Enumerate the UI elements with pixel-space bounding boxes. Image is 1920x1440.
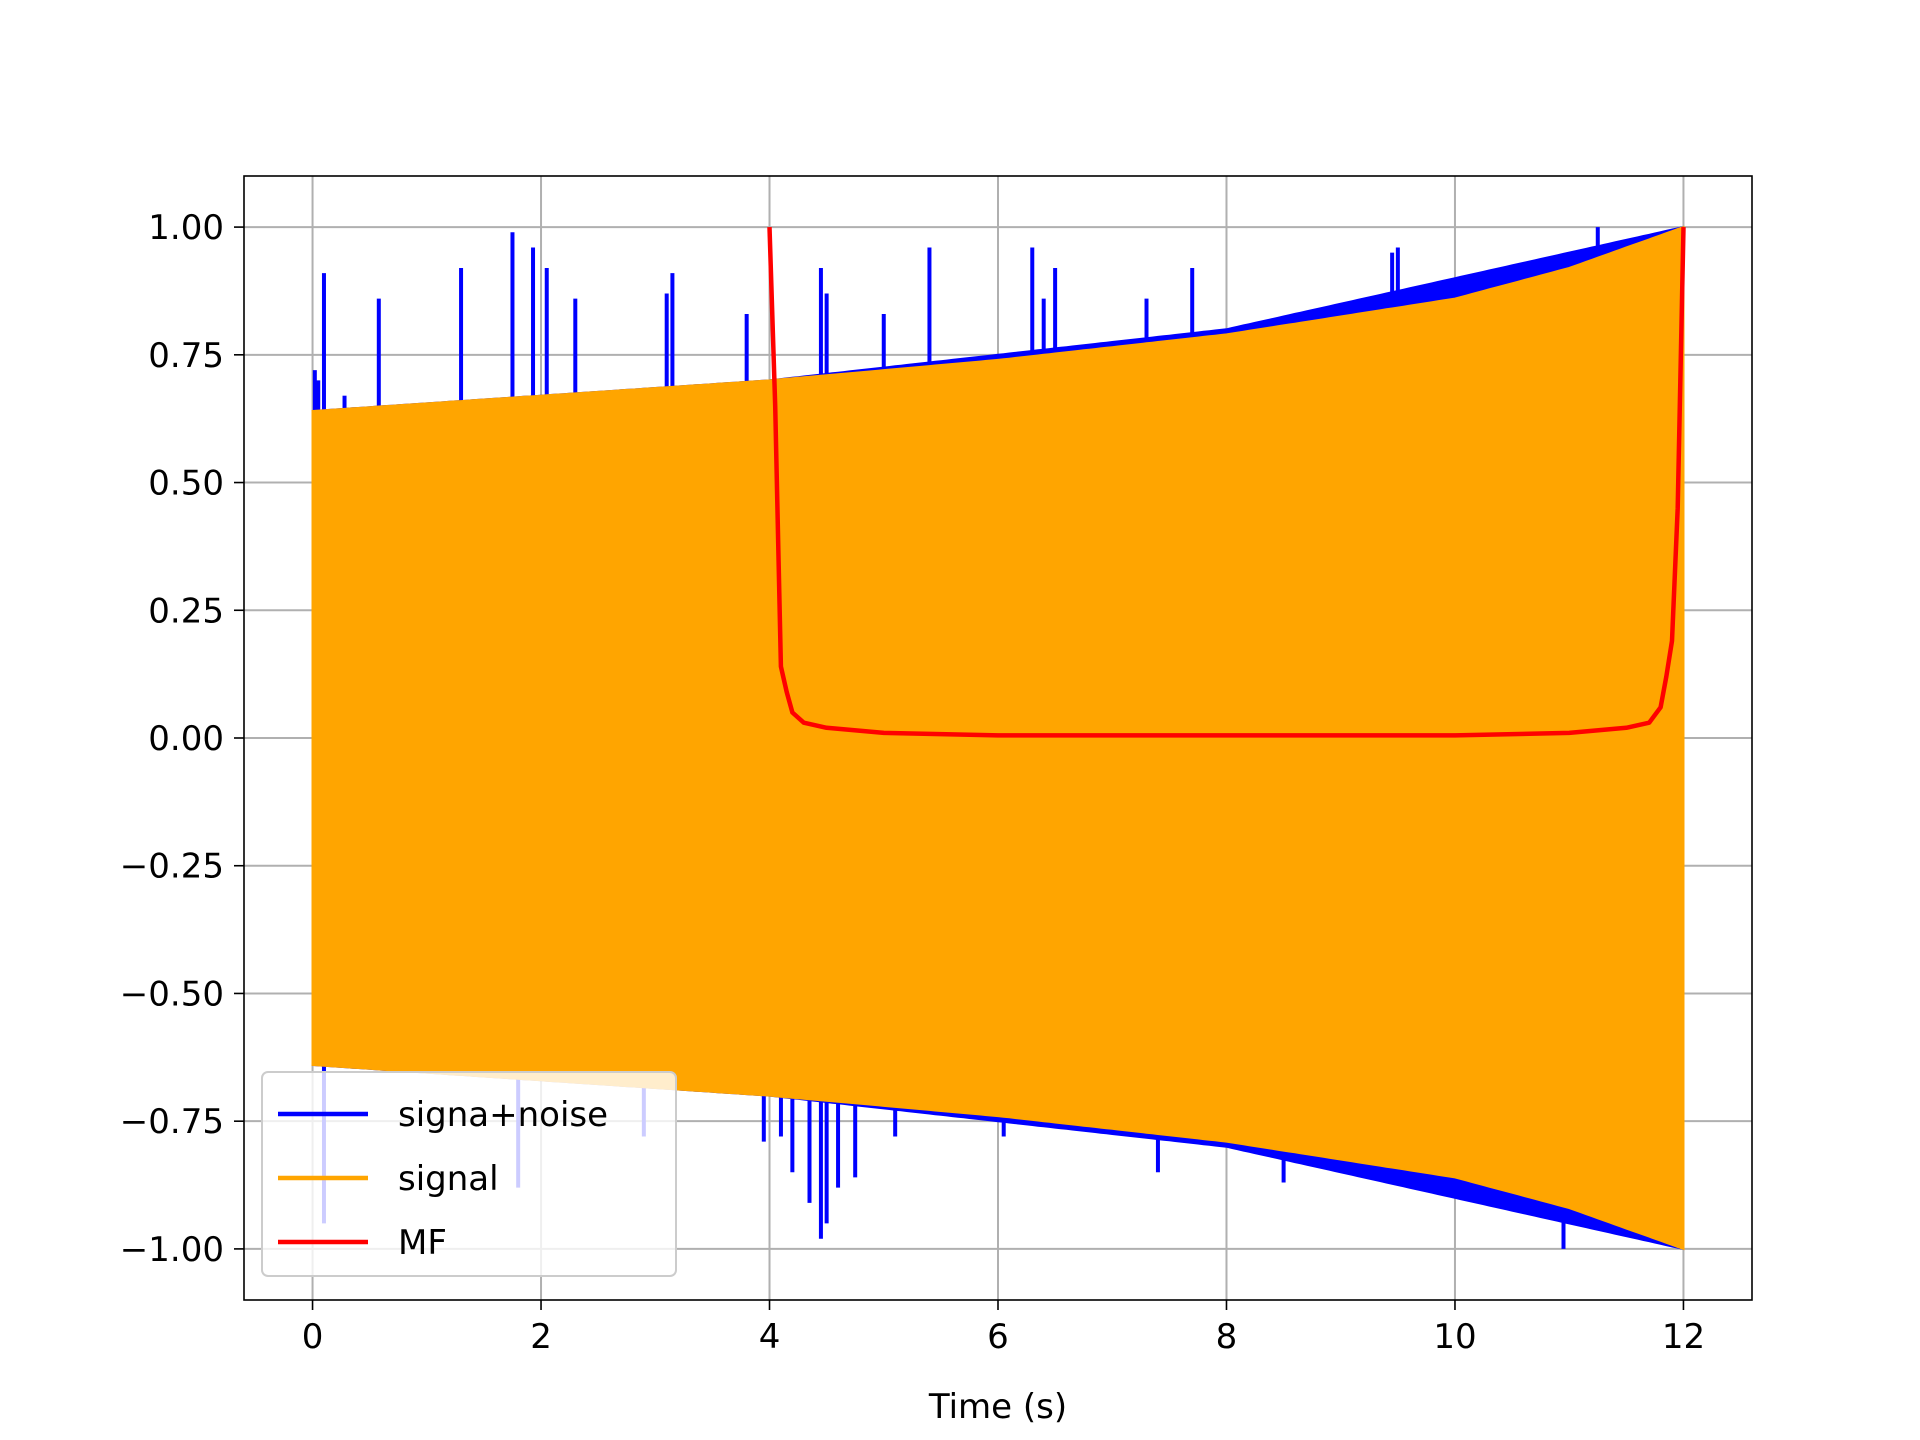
legend-label: signal xyxy=(398,1159,499,1199)
y-tick-label: 1.00 xyxy=(148,208,224,248)
y-tick-label: −0.75 xyxy=(120,1102,224,1142)
y-tick-label: 0.00 xyxy=(148,719,224,759)
plot-marks xyxy=(311,225,1686,1251)
series-signal-band xyxy=(311,225,1685,1251)
y-tick-label: 0.75 xyxy=(148,336,224,376)
y-tick-label: −1.00 xyxy=(120,1230,224,1270)
x-tick-label: 0 xyxy=(302,1317,324,1357)
y-tick-label: 0.25 xyxy=(148,591,224,631)
x-tick-label: 2 xyxy=(530,1317,552,1357)
legend: signa+noise signal MF xyxy=(261,1071,677,1277)
x-tick-label: 10 xyxy=(1433,1317,1476,1357)
x-tick-label: 12 xyxy=(1662,1317,1705,1357)
legend-label: MF xyxy=(398,1223,447,1263)
legend-label: signa+noise xyxy=(398,1095,608,1135)
axes-ticks: 0 2 4 6 8 10 12 1.00 0.75 0.50 0.25 0.00 −0.25 −0.50 −… xyxy=(120,208,1705,1357)
legend-box xyxy=(261,1071,677,1277)
x-tick-label: 6 xyxy=(987,1317,1009,1357)
y-tick-label: 0.50 xyxy=(148,464,224,504)
y-tick-label: −0.25 xyxy=(120,847,224,887)
x-axis-label: Time (s) xyxy=(928,1387,1067,1427)
y-tick-label: −0.50 xyxy=(120,974,224,1014)
x-tick-label: 4 xyxy=(759,1317,781,1357)
x-tick-label: 8 xyxy=(1216,1317,1238,1357)
